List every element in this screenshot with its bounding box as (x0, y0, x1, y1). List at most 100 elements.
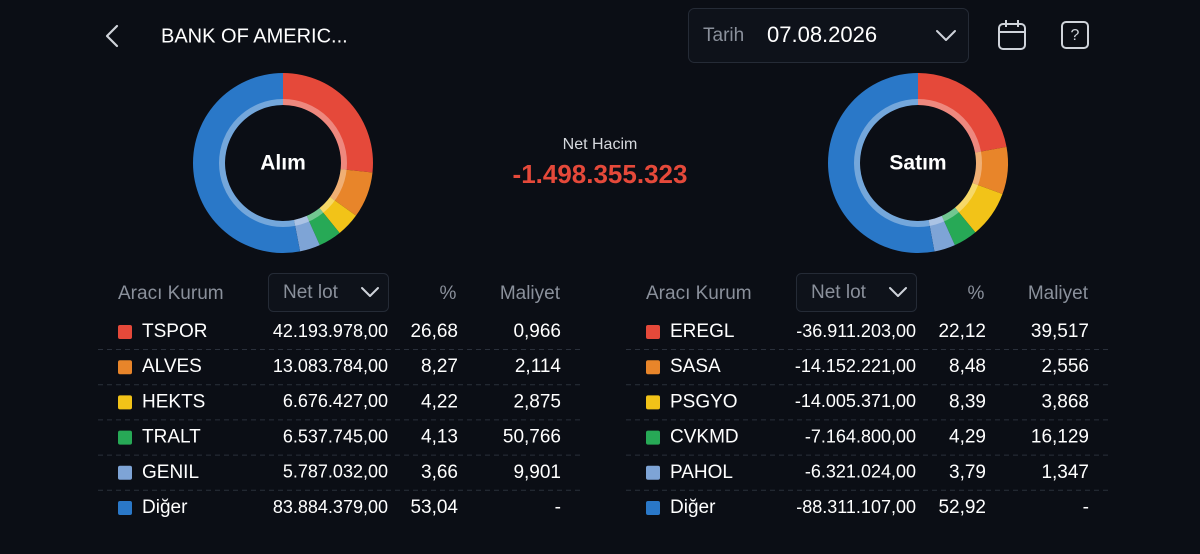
percent: 4,29 (949, 427, 986, 448)
broker-name: ALVES (142, 356, 202, 377)
cost: 2,556 (1041, 356, 1089, 377)
cost: 16,129 (1031, 427, 1089, 448)
color-swatch (646, 430, 660, 445)
net-lot: -7.164.800,00 (805, 426, 916, 446)
net-lot: 6.676.427,00 (283, 391, 388, 411)
column-header: Net lot (811, 282, 867, 303)
percent: 52,92 (938, 497, 986, 518)
percent: 8,39 (949, 391, 986, 412)
donut-segment (319, 196, 356, 233)
donut-segment (828, 73, 935, 253)
net-lot: 5.787.032,00 (283, 462, 388, 482)
net-lot: -88.311.107,00 (796, 497, 916, 517)
color-swatch (118, 395, 132, 410)
net-lot: -36.911.203,00 (796, 321, 916, 341)
column-header: Aracı Kurum (646, 283, 752, 304)
donut-segment (330, 169, 373, 216)
color-swatch (118, 501, 132, 515)
date-picker[interactable] (688, 8, 969, 63)
net-lot: 13.083.784,00 (273, 356, 388, 376)
donut-label: Alım (260, 152, 306, 175)
help-icon (1061, 21, 1089, 49)
percent: 53,04 (410, 497, 458, 518)
percent: 4,22 (421, 391, 458, 412)
column-header: % (968, 283, 985, 304)
color-swatch (646, 360, 660, 375)
color-swatch (118, 325, 132, 339)
color-swatch (646, 501, 660, 515)
percent: 8,27 (421, 356, 458, 377)
summary-label: Net Hacim (563, 136, 638, 153)
summary-value: -1.498.355.323 (513, 159, 688, 189)
cost: 2,114 (515, 356, 562, 377)
broker-name: Diğer (142, 497, 188, 518)
donut-segment (283, 73, 373, 173)
percent: 3,79 (949, 462, 986, 483)
color-swatch (118, 360, 132, 375)
color-swatch (118, 465, 132, 480)
sort-dropdown[interactable] (268, 273, 389, 312)
cost: 2,875 (513, 391, 561, 412)
date-value: 07.08.2026 (767, 22, 877, 47)
broker-name: Diğer (670, 497, 716, 518)
broker-name: GENIL (142, 462, 199, 483)
sort-dropdown[interactable] (796, 273, 917, 312)
cost: - (1083, 497, 1089, 518)
donut-segment (928, 215, 955, 252)
color-swatch (646, 465, 660, 480)
donut-segment (941, 207, 976, 246)
cost: 0,966 (513, 321, 561, 342)
cost: 39,517 (1031, 321, 1089, 342)
broker-name: PSGYO (670, 391, 738, 412)
page-title: BANK OF AMERIC... (161, 25, 348, 47)
net-lot: -14.005.371,00 (795, 391, 916, 411)
donut-inner-ring (854, 99, 982, 227)
net-lot: 83.884.379,00 (273, 497, 388, 517)
donut-segment (306, 208, 340, 246)
broker-name: CVKMD (670, 427, 739, 448)
column-header: Aracı Kurum (118, 283, 224, 304)
donut-segment (918, 73, 1007, 153)
broker-name: SASA (670, 356, 721, 377)
percent: 4,13 (421, 427, 458, 448)
dropdown-chevron (889, 287, 907, 297)
dropdown-chevron (361, 287, 379, 297)
net-lot: 42.193.978,00 (273, 321, 388, 341)
column-header: % (440, 283, 457, 304)
net-lot: 6.537.745,00 (283, 426, 388, 446)
back-button[interactable] (105, 24, 119, 48)
broker-name: EREGL (670, 321, 734, 342)
donut-segment (954, 182, 1003, 233)
color-swatch (118, 430, 132, 445)
broker-name: HEKTS (142, 391, 205, 412)
donut-segment (294, 215, 320, 252)
donut-inner-ring (219, 99, 347, 227)
broker-name: TSPOR (142, 321, 207, 342)
date-label: Tarih (703, 25, 744, 46)
column-header: Net lot (283, 282, 339, 303)
cost: 1,347 (1041, 462, 1089, 483)
donut-segment (193, 73, 301, 253)
cost: 50,766 (503, 427, 561, 448)
broker-name: PAHOL (670, 462, 733, 483)
help-button[interactable]: ? (1061, 21, 1089, 49)
column-header: Maliyet (500, 283, 561, 304)
percent: 26,68 (410, 321, 458, 342)
donut-label: Satım (889, 152, 946, 175)
column-header: Maliyet (1028, 283, 1089, 304)
calendar-button[interactable] (998, 20, 1026, 50)
help-icon-glyph: ? (1071, 27, 1080, 44)
cost: 3,868 (1041, 391, 1089, 412)
broker-name: TRALT (142, 427, 201, 448)
cost: - (555, 497, 561, 518)
color-swatch (646, 395, 660, 410)
date-chevron (936, 30, 956, 41)
donut-segment (972, 146, 1009, 195)
net-lot: -14.152.221,00 (795, 356, 916, 376)
percent: 22,12 (938, 321, 986, 342)
net-lot: -6.321.024,00 (805, 462, 916, 482)
color-swatch (646, 325, 660, 339)
cost: 9,901 (513, 462, 561, 483)
